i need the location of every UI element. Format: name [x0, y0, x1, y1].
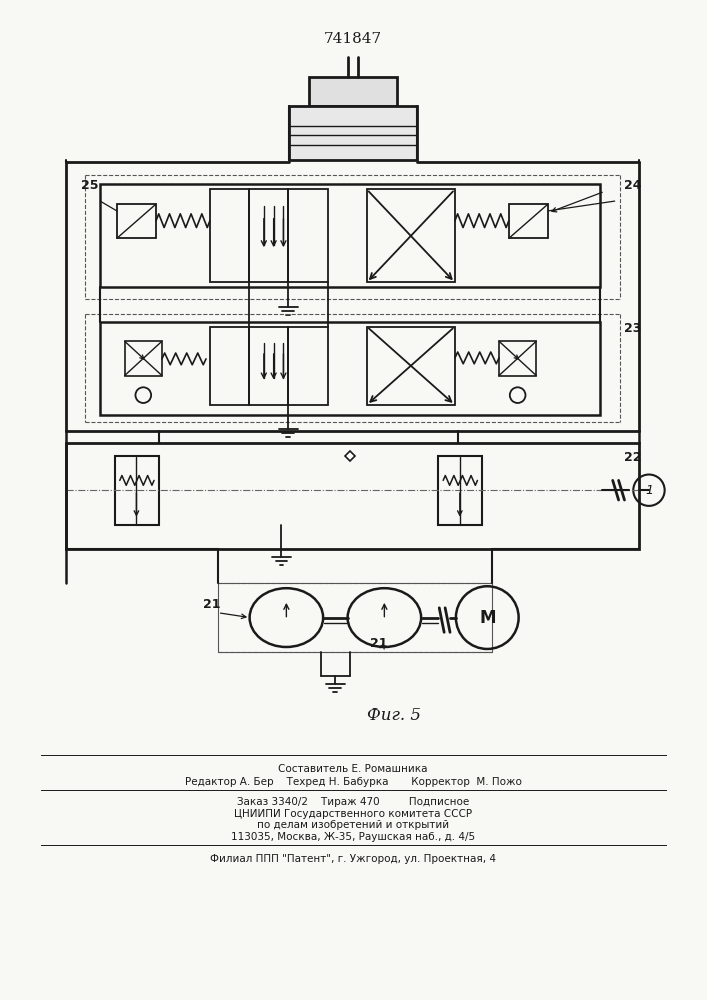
- Bar: [367, 189, 455, 282]
- Bar: [288, 189, 327, 282]
- Text: 21: 21: [370, 637, 387, 650]
- Bar: [117, 204, 156, 238]
- Bar: [115, 456, 159, 524]
- Bar: [210, 327, 249, 405]
- Text: 23: 23: [624, 322, 642, 335]
- Bar: [210, 189, 249, 282]
- Bar: [309, 77, 397, 106]
- Text: ЦНИИПИ Государственного комитета СССР: ЦНИИПИ Государственного комитета СССР: [234, 809, 472, 819]
- Bar: [100, 322, 600, 415]
- Text: 741847: 741847: [324, 32, 382, 46]
- Text: 21: 21: [203, 598, 221, 611]
- Text: 22: 22: [624, 451, 642, 464]
- Bar: [438, 456, 482, 524]
- Text: 24: 24: [624, 179, 642, 192]
- Bar: [124, 341, 162, 376]
- Text: по делам изобретений и открытий: по делам изобретений и открытий: [257, 820, 449, 830]
- Bar: [66, 443, 639, 549]
- Text: Составитель Е. Ромашника: Составитель Е. Ромашника: [279, 764, 428, 774]
- Bar: [367, 327, 455, 405]
- Text: Фиг. 5: Фиг. 5: [367, 707, 421, 724]
- Bar: [218, 583, 492, 652]
- Text: M: M: [479, 609, 496, 627]
- Bar: [249, 189, 288, 282]
- Text: 1: 1: [645, 484, 653, 497]
- Bar: [100, 184, 600, 287]
- Bar: [249, 327, 288, 405]
- Bar: [288, 327, 327, 405]
- Text: Редактор А. Бер    Техред Н. Бабурка       Корректор  М. Пожо: Редактор А. Бер Техред Н. Бабурка Коррек…: [185, 777, 522, 787]
- Bar: [499, 341, 537, 376]
- Bar: [289, 106, 416, 160]
- Text: Заказ 3340/2    Тираж 470         Подписное: Заказ 3340/2 Тираж 470 Подписное: [237, 797, 469, 807]
- Text: 25: 25: [81, 179, 98, 192]
- Text: Филиал ППП "Патент", г. Ужгород, ул. Проектная, 4: Филиал ППП "Патент", г. Ужгород, ул. Про…: [210, 854, 496, 864]
- Bar: [509, 204, 548, 238]
- Text: 113035, Москва, Ж-35, Раушская наб., д. 4/5: 113035, Москва, Ж-35, Раушская наб., д. …: [231, 832, 475, 842]
